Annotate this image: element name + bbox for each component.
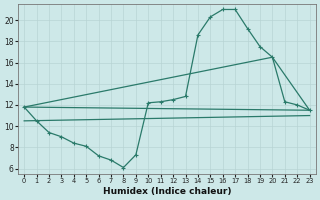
X-axis label: Humidex (Indice chaleur): Humidex (Indice chaleur) xyxy=(103,187,231,196)
